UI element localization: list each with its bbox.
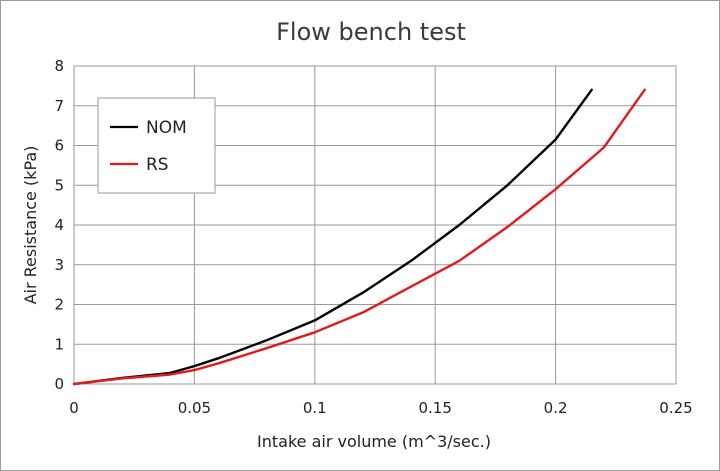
x-tick-label: 0.15 — [418, 399, 451, 417]
x-tick-label: 0.1 — [303, 399, 327, 417]
legend: NOM RS — [97, 97, 216, 194]
chart-title: Flow bench test — [276, 18, 466, 46]
y-tick-labels: 0 1 2 3 4 5 6 7 8 — [54, 57, 64, 393]
legend-label-rs: RS — [146, 155, 169, 175]
x-tick-label: 0.05 — [178, 399, 211, 417]
x-tick-labels: 0 0.05 0.1 0.15 0.2 0.25 — [69, 399, 692, 417]
y-tick-label: 6 — [54, 137, 64, 155]
y-tick-label: 0 — [54, 375, 64, 393]
x-axis-label: Intake air volume (m^3/sec.) — [257, 432, 491, 451]
series-line-rs — [72, 88, 646, 386]
y-tick-label: 1 — [54, 335, 64, 353]
y-tick-label: 4 — [54, 216, 64, 234]
y-tick-label: 5 — [54, 176, 64, 194]
y-axis-label: Air Resistance (kPa) — [21, 146, 40, 305]
y-tick-label: 3 — [54, 256, 64, 274]
x-tick-label: 0 — [69, 399, 79, 417]
y-tick-label: 2 — [54, 296, 64, 314]
series-line-nom — [72, 88, 593, 386]
y-tick-label: 8 — [54, 57, 64, 75]
series-lines — [72, 88, 646, 386]
x-tick-label: 0.2 — [544, 399, 568, 417]
y-tick-label: 7 — [54, 97, 64, 115]
x-tick-label: 0.25 — [659, 399, 692, 417]
legend-box — [97, 97, 216, 194]
legend-label-nom: NOM — [146, 118, 187, 138]
